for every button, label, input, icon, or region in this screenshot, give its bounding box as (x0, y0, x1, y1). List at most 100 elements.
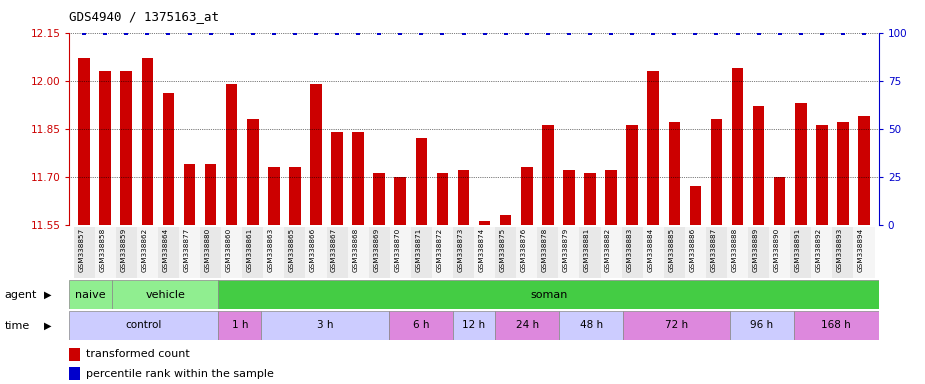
Bar (563, 170, 574, 225)
Bar (112, 280, 218, 309)
Text: ▶: ▶ (44, 290, 52, 300)
Bar (496, 311, 560, 340)
Bar (374, 174, 385, 225)
Bar (200, 227, 221, 278)
Bar (394, 177, 406, 225)
Text: GSM338876: GSM338876 (521, 228, 526, 272)
Bar (79, 58, 90, 225)
Text: 24 h: 24 h (516, 320, 539, 331)
Bar (415, 138, 427, 225)
Bar (204, 164, 216, 225)
Bar (369, 227, 389, 278)
Bar (453, 227, 474, 278)
Bar (116, 227, 137, 278)
Text: GSM338864: GSM338864 (163, 228, 168, 272)
Text: GSM338894: GSM338894 (858, 228, 864, 272)
Text: GSM338878: GSM338878 (542, 228, 548, 272)
Bar (74, 227, 94, 278)
Bar (643, 227, 664, 278)
Text: GSM338865: GSM338865 (289, 228, 295, 272)
Text: 48 h: 48 h (580, 320, 603, 331)
Bar (310, 84, 322, 225)
Text: GSM338893: GSM338893 (837, 228, 843, 272)
Text: percentile rank within the sample: percentile rank within the sample (85, 369, 274, 379)
Text: GSM338858: GSM338858 (99, 228, 105, 272)
Text: agent: agent (5, 290, 37, 300)
Bar (327, 227, 348, 278)
Bar (732, 68, 744, 225)
Bar (411, 227, 432, 278)
Bar (268, 167, 279, 225)
Bar (437, 174, 449, 225)
Bar (500, 215, 512, 225)
Bar (832, 227, 854, 278)
Bar (648, 71, 659, 225)
Bar (432, 227, 453, 278)
Bar (474, 227, 495, 278)
Text: 1 h: 1 h (231, 320, 248, 331)
Text: GSM338874: GSM338874 (478, 228, 485, 272)
Text: GSM338857: GSM338857 (78, 228, 84, 272)
Bar (560, 311, 623, 340)
Bar (622, 227, 643, 278)
Bar (854, 227, 874, 278)
Text: GSM338885: GSM338885 (668, 228, 674, 272)
Text: GSM338871: GSM338871 (415, 228, 422, 272)
Text: GSM338870: GSM338870 (394, 228, 401, 272)
Bar (689, 186, 701, 225)
Bar (389, 227, 411, 278)
Text: soman: soman (530, 290, 567, 300)
Bar (242, 227, 264, 278)
Text: GSM338882: GSM338882 (605, 228, 611, 272)
Bar (706, 227, 727, 278)
Bar (69, 280, 112, 309)
Bar (99, 71, 111, 225)
Bar (221, 227, 242, 278)
Bar (261, 311, 388, 340)
Bar (158, 227, 179, 278)
Bar (264, 227, 284, 278)
Bar (142, 58, 154, 225)
Text: GSM338881: GSM338881 (584, 228, 590, 272)
Bar (218, 311, 261, 340)
Bar (305, 227, 327, 278)
Text: GSM338883: GSM338883 (626, 228, 632, 272)
Bar (753, 106, 764, 225)
Bar (710, 119, 722, 225)
Bar (770, 227, 790, 278)
Bar (811, 227, 832, 278)
Text: GSM338862: GSM338862 (142, 228, 147, 272)
Text: ▶: ▶ (44, 321, 52, 331)
Bar (664, 227, 684, 278)
Bar (542, 126, 554, 225)
Bar (669, 122, 680, 225)
Bar (585, 174, 596, 225)
Bar (184, 164, 195, 225)
Bar (837, 122, 849, 225)
Bar (816, 126, 828, 225)
Text: GSM338875: GSM338875 (500, 228, 506, 272)
Text: GSM338872: GSM338872 (437, 228, 442, 272)
Text: 168 h: 168 h (821, 320, 851, 331)
Bar (479, 222, 490, 225)
Bar (247, 119, 259, 225)
Text: GSM338860: GSM338860 (226, 228, 231, 272)
Text: GSM338890: GSM338890 (773, 228, 780, 272)
Bar (179, 227, 200, 278)
Text: GSM338889: GSM338889 (753, 228, 758, 272)
Bar (458, 170, 469, 225)
Text: GSM338859: GSM338859 (120, 228, 127, 272)
Text: 72 h: 72 h (665, 320, 688, 331)
Bar (537, 227, 559, 278)
Bar (795, 103, 807, 225)
Bar (495, 227, 516, 278)
Bar (352, 132, 364, 225)
Bar (163, 93, 174, 225)
Text: GSM338868: GSM338868 (352, 228, 358, 272)
Text: vehicle: vehicle (145, 290, 185, 300)
Bar (521, 167, 533, 225)
Bar (226, 84, 238, 225)
Bar (331, 132, 343, 225)
Bar (284, 227, 305, 278)
Bar (626, 126, 638, 225)
